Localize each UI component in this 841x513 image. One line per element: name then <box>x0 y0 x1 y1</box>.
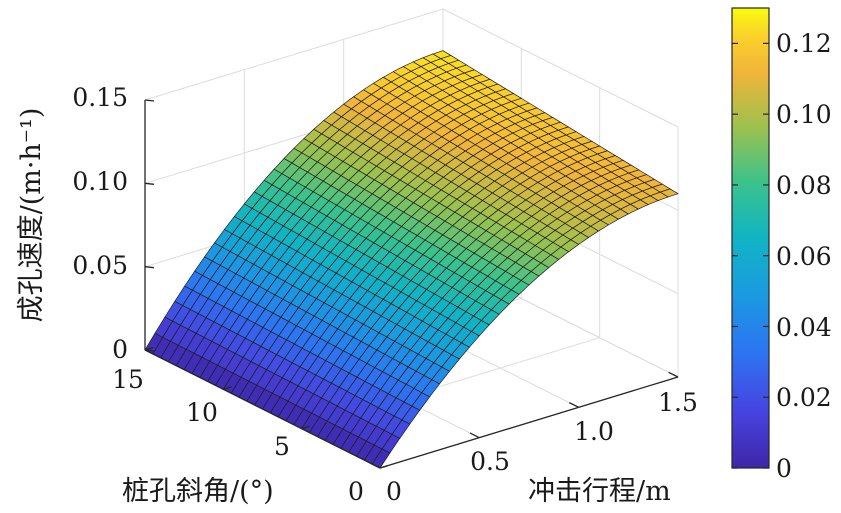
y-tick-label: 15 <box>112 365 144 394</box>
z-axis-label: 成孔速度/(m·h⁻¹) <box>16 108 47 323</box>
x-tick-label: 0 <box>386 477 402 506</box>
x-tick <box>668 371 679 378</box>
y-tick <box>301 425 310 430</box>
x-tick <box>469 432 480 439</box>
colorbar-tick-label: 0.06 <box>776 242 832 271</box>
x-tick <box>370 462 381 469</box>
y-tick <box>144 346 154 351</box>
x-tick <box>568 402 579 408</box>
x-axis-line <box>379 376 679 469</box>
colorbar <box>731 7 770 469</box>
x-tick-label: 1.5 <box>658 388 698 417</box>
colorbar-tick-label: 0.04 <box>776 313 832 342</box>
z-tick-label: 0.05 <box>72 251 128 280</box>
x-tick-label: 1.0 <box>574 417 614 446</box>
z-tick <box>144 266 155 269</box>
y-tick <box>223 386 232 390</box>
z-tick <box>144 182 155 185</box>
z-tick-label: 0.10 <box>72 167 128 196</box>
colorbar-tick-label: 0.02 <box>776 383 832 412</box>
z-tick <box>144 99 155 102</box>
x-tick-label: 0.5 <box>470 447 510 476</box>
y-tick <box>379 464 389 469</box>
y-axis-label: 桩孔斜角/(°) <box>122 476 274 507</box>
colorbar-tick-label: 0.10 <box>776 100 832 129</box>
axes-layer <box>144 99 679 469</box>
z-tick-label: 0.15 <box>72 83 128 112</box>
y-axis-line <box>144 349 381 469</box>
x-axis-label: 冲击行程/m <box>528 476 671 507</box>
surface-patch <box>659 188 679 198</box>
colorbar-tick-label: 0.08 <box>776 171 832 200</box>
colorbar-tick-label: 0.12 <box>776 29 832 58</box>
y-tick-label: 0 <box>348 477 364 506</box>
z-tick-label: 0 <box>112 335 128 364</box>
y-tick-label: 10 <box>186 398 218 427</box>
colorbar-tick-label: 0 <box>776 454 792 483</box>
surface <box>144 50 679 469</box>
y-tick-label: 5 <box>274 432 290 461</box>
colorbar-ticks <box>732 42 769 469</box>
